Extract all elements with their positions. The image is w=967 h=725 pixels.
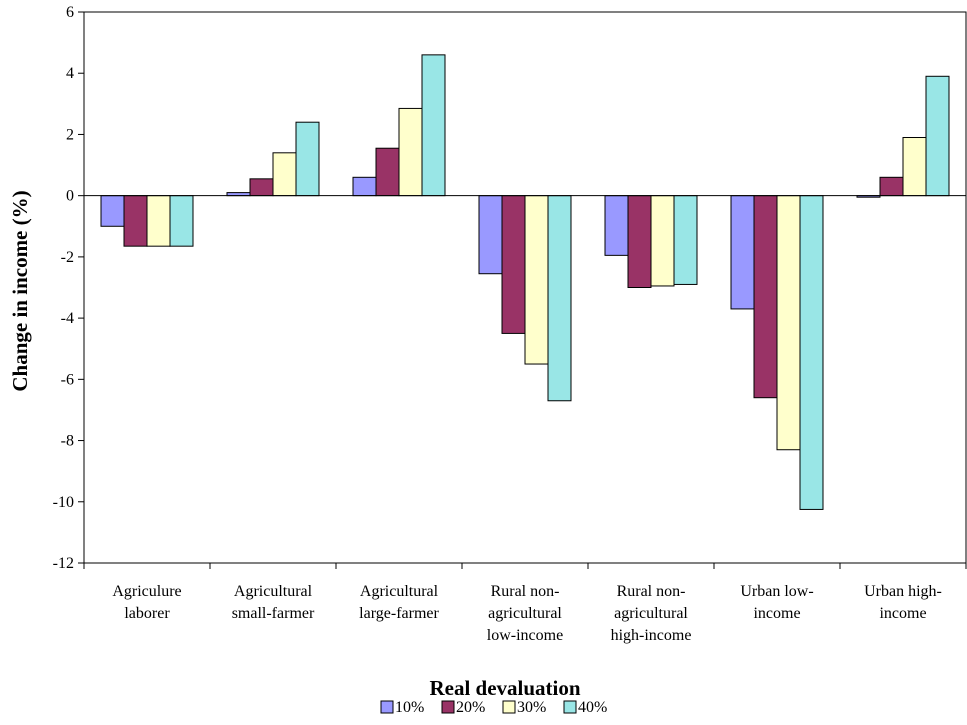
x-axis-title: Real devaluation bbox=[429, 676, 580, 700]
bar-30pct-cat-3 bbox=[524, 195, 549, 365]
category-label-line: Rural non- bbox=[491, 583, 560, 600]
y-axis-title: Change in income (%) bbox=[8, 190, 32, 391]
bar-40pct-cat-3 bbox=[547, 195, 572, 402]
category-label: Agricultural large-farmer bbox=[359, 583, 439, 622]
bar-40pct-cat-0 bbox=[169, 195, 194, 247]
category-label-line: large-farmer bbox=[359, 605, 439, 622]
y-tick-label: 4 bbox=[66, 65, 74, 82]
bar-10pct-cat-2 bbox=[352, 176, 377, 197]
legend-label: 40% bbox=[578, 699, 607, 716]
bar-10pct-cat-0 bbox=[100, 195, 125, 227]
category-label-line: Agricultural bbox=[360, 583, 439, 600]
y-tick-label: -8 bbox=[61, 433, 74, 450]
y-tick-label: -12 bbox=[53, 555, 74, 572]
category-label: Urban high-income bbox=[864, 583, 942, 622]
category-label-line: Agricultural bbox=[234, 583, 313, 600]
bar-30pct-cat-1 bbox=[272, 152, 297, 197]
category-label-line: Rural non- bbox=[617, 583, 686, 600]
bar-20pct-cat-3 bbox=[501, 195, 526, 334]
legend-swatch bbox=[502, 700, 516, 714]
y-tick-label: -10 bbox=[53, 494, 74, 511]
category-label-line: laborer bbox=[124, 605, 170, 622]
y-tick-label: -4 bbox=[61, 310, 74, 327]
category-label-line: low-income bbox=[487, 627, 563, 644]
category-label-line: Urban high- bbox=[864, 583, 942, 600]
legend-label: 30% bbox=[517, 699, 546, 716]
bar-40pct-cat-1 bbox=[295, 121, 320, 197]
category-label-line: agricultural bbox=[614, 605, 688, 622]
category-label: Rural non-agricultural high-income bbox=[611, 583, 692, 644]
bar-30pct-cat-2 bbox=[398, 107, 423, 197]
y-tick-label: 2 bbox=[66, 126, 74, 143]
bar-30pct-cat-5 bbox=[776, 195, 801, 451]
bar-20pct-cat-5 bbox=[753, 195, 778, 399]
y-tick-label: 6 bbox=[66, 4, 74, 21]
category-label-line: Urban low- bbox=[740, 583, 813, 600]
bar-20pct-cat-1 bbox=[249, 178, 274, 197]
legend-swatch bbox=[563, 700, 577, 714]
category-label-line: income bbox=[879, 605, 926, 622]
bar-40pct-cat-2 bbox=[421, 54, 446, 197]
legend: 10% 20% 30% 40% bbox=[380, 699, 607, 716]
category-label-line: small-farmer bbox=[232, 605, 315, 622]
y-tick-label: -2 bbox=[61, 249, 74, 266]
bar-10pct-cat-3 bbox=[478, 195, 503, 275]
bar-20pct-cat-2 bbox=[375, 147, 400, 197]
category-label: Urban low-income bbox=[740, 583, 813, 622]
y-tick-label: -6 bbox=[61, 371, 74, 388]
category-label-line: Agriculure bbox=[112, 583, 181, 600]
y-tick-label: 0 bbox=[66, 188, 74, 205]
bar-30pct-cat-6 bbox=[902, 137, 927, 197]
bar-10pct-cat-5 bbox=[730, 195, 755, 310]
legend-swatch bbox=[380, 700, 394, 714]
legend-label: 20% bbox=[456, 699, 485, 716]
bar-30pct-cat-0 bbox=[146, 195, 171, 247]
bar-40pct-cat-6 bbox=[925, 75, 950, 197]
category-label: Rural non-agricultural low-income bbox=[487, 583, 563, 644]
legend-swatch bbox=[441, 700, 455, 714]
bar-40pct-cat-5 bbox=[799, 195, 824, 510]
bar-40pct-cat-4 bbox=[673, 195, 698, 285]
category-label: Agricultural small-farmer bbox=[232, 583, 315, 622]
category-label-line: high-income bbox=[611, 627, 692, 644]
category-label-line: agricultural bbox=[488, 605, 562, 622]
category-label: Agriculure laborer bbox=[112, 583, 181, 622]
bar-20pct-cat-0 bbox=[123, 195, 148, 247]
bar-30pct-cat-4 bbox=[650, 195, 675, 287]
category-label-line: income bbox=[753, 605, 800, 622]
bar-10pct-cat-4 bbox=[604, 195, 629, 256]
legend-label: 10% bbox=[395, 699, 424, 716]
bar-20pct-cat-4 bbox=[627, 195, 652, 289]
bar-20pct-cat-6 bbox=[879, 176, 904, 197]
plot-frame bbox=[83, 11, 967, 564]
